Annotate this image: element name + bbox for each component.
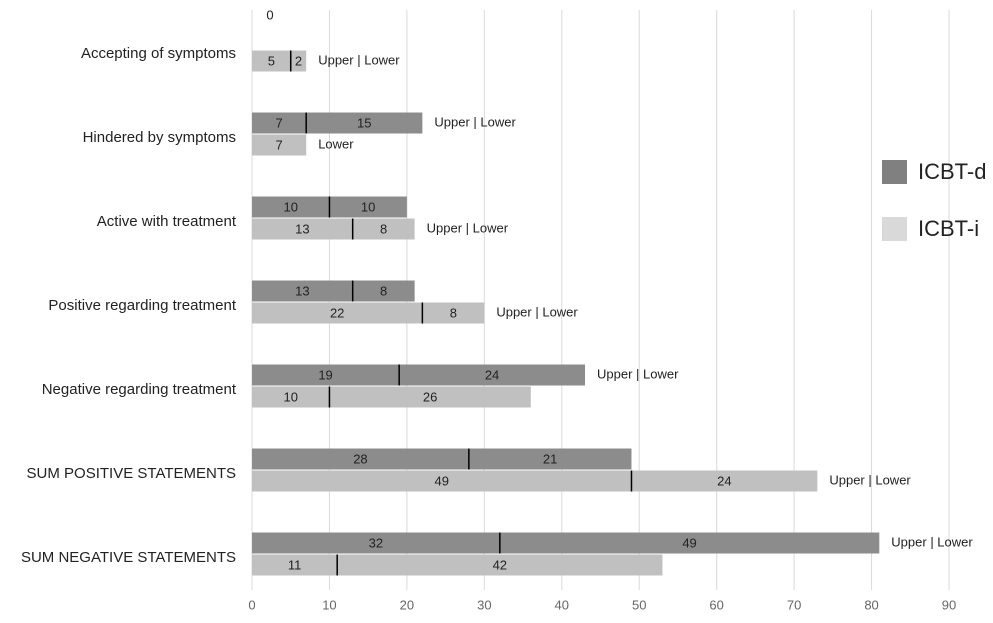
legend-label: ICBT-i (918, 216, 979, 241)
value-label: 13 (295, 221, 309, 236)
annotation: Upper | Lower (496, 304, 578, 319)
bar-segment (252, 302, 423, 324)
x-tick-label: 30 (477, 597, 491, 612)
category-label: SUM NEGATIVE STATEMENTS (21, 549, 236, 566)
x-tick-label: 50 (632, 597, 646, 612)
value-label: 42 (493, 557, 507, 572)
value-label: 10 (361, 199, 375, 214)
bar-segment (631, 470, 818, 492)
value-label: 2 (295, 53, 302, 68)
value-label: 7 (275, 115, 282, 130)
bar-segment (252, 196, 330, 218)
value-label: 32 (369, 535, 383, 550)
x-tick-label: 70 (787, 597, 801, 612)
bar-segment (352, 218, 415, 240)
category-label: Positive regarding treatment (48, 297, 236, 314)
annotation: Upper | Lower (829, 472, 911, 487)
value-label: 7 (275, 137, 282, 152)
category-label: Hindered by symptoms (83, 129, 236, 146)
bar-segment (252, 134, 307, 156)
x-tick-label: 60 (709, 597, 723, 612)
value-label: 5 (268, 53, 275, 68)
legend-swatch (882, 217, 907, 241)
value-label: 11 (288, 557, 302, 572)
legend-swatch (882, 160, 907, 184)
bar-segment (252, 112, 307, 134)
value-label: 8 (450, 305, 457, 320)
value-label: 13 (295, 283, 309, 298)
bar-segment (468, 448, 632, 470)
bar-segment (252, 532, 500, 554)
annotation: Upper | Lower (434, 114, 516, 129)
annotation: Upper | Lower (318, 52, 400, 67)
value-label: 24 (485, 367, 499, 382)
bar-segment (252, 448, 469, 470)
x-tick-label: 40 (555, 597, 569, 612)
category-label: Negative regarding treatment (42, 381, 237, 398)
bar-segment (252, 280, 353, 302)
value-label: 0 (266, 7, 273, 22)
value-label: 19 (318, 367, 332, 382)
x-tick-label: 20 (400, 597, 414, 612)
bar-segment (337, 554, 663, 576)
annotation: Upper | Lower (427, 220, 509, 235)
x-tick-label: 0 (248, 597, 255, 612)
category-label: SUM POSITIVE STATEMENTS (27, 465, 236, 482)
bar-segment (352, 280, 415, 302)
x-tick-label: 80 (864, 597, 878, 612)
value-label: 49 (682, 535, 696, 550)
value-label: 24 (717, 473, 731, 488)
value-label: 10 (283, 389, 297, 404)
value-label: 8 (380, 221, 387, 236)
annotation: Lower (318, 136, 354, 151)
bar-segment (252, 470, 632, 492)
annotation: Upper | Lower (597, 366, 679, 381)
bar-segment (329, 386, 531, 408)
bar-segment (252, 386, 330, 408)
category-label: Active with treatment (97, 213, 237, 230)
bar-segment (329, 196, 407, 218)
annotation: Upper | Lower (891, 534, 973, 549)
value-label: 22 (330, 305, 344, 320)
value-label: 15 (357, 115, 371, 130)
bar-segment (399, 364, 586, 386)
bar-segment (252, 50, 291, 72)
bar-segment (252, 364, 400, 386)
bar-segment (252, 218, 353, 240)
category-label: Accepting of symptoms (81, 45, 236, 62)
x-tick-label: 10 (322, 597, 336, 612)
value-label: 49 (435, 473, 449, 488)
bar-segment (290, 50, 307, 72)
x-tick-label: 90 (942, 597, 956, 612)
value-label: 10 (283, 199, 297, 214)
bar-segment (422, 302, 485, 324)
value-label: 8 (380, 283, 387, 298)
bar-segment (252, 554, 338, 576)
bar-segment (499, 532, 880, 554)
value-label: 21 (543, 451, 557, 466)
value-label: 26 (423, 389, 437, 404)
bar-segment (306, 112, 423, 134)
legend-label: ICBT-d (918, 159, 986, 184)
value-label: 28 (353, 451, 367, 466)
